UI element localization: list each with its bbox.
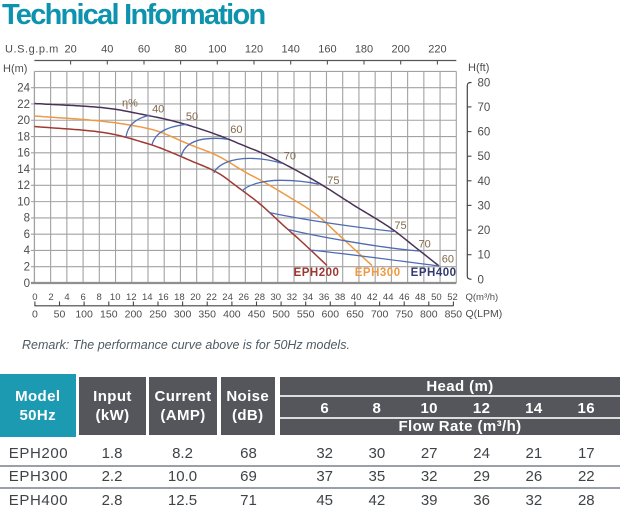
svg-text:36: 36 <box>319 292 330 303</box>
svg-text:80: 80 <box>478 77 491 89</box>
svg-text:EPH300: EPH300 <box>355 267 401 279</box>
svg-text:16: 16 <box>158 292 169 303</box>
svg-text:10: 10 <box>478 250 491 262</box>
svg-text:0: 0 <box>32 309 38 321</box>
svg-text:6: 6 <box>80 292 85 303</box>
svg-text:14: 14 <box>142 292 153 303</box>
svg-text:300: 300 <box>174 309 192 321</box>
svg-text:Q(m³/h): Q(m³/h) <box>466 292 499 303</box>
svg-text:U.S.g.p.m: U.S.g.p.m <box>5 44 59 56</box>
svg-text:2: 2 <box>48 292 53 303</box>
svg-text:550: 550 <box>297 309 315 321</box>
svg-text:H(m): H(m) <box>3 63 27 75</box>
svg-text:26: 26 <box>238 292 249 303</box>
svg-text:50: 50 <box>186 111 198 123</box>
svg-text:800: 800 <box>420 309 438 321</box>
svg-text:10: 10 <box>110 292 121 303</box>
svg-text:350: 350 <box>198 309 216 321</box>
svg-text:28: 28 <box>254 292 265 303</box>
svg-text:12: 12 <box>17 180 30 192</box>
svg-text:22: 22 <box>206 292 217 303</box>
svg-text:16: 16 <box>17 148 30 160</box>
svg-text:38: 38 <box>335 292 346 303</box>
svg-text:40: 40 <box>351 292 362 303</box>
svg-text:400: 400 <box>223 309 241 321</box>
svg-text:140: 140 <box>282 44 300 56</box>
svg-text:60: 60 <box>478 127 491 139</box>
svg-text:42: 42 <box>367 292 378 303</box>
svg-text:60: 60 <box>230 124 242 136</box>
svg-text:75: 75 <box>327 175 339 187</box>
svg-text:200: 200 <box>392 44 410 56</box>
svg-text:8: 8 <box>24 213 30 225</box>
svg-text:30: 30 <box>478 200 491 212</box>
svg-text:650: 650 <box>346 309 364 321</box>
svg-text:600: 600 <box>322 309 340 321</box>
svg-text:75: 75 <box>394 220 406 232</box>
svg-text:100: 100 <box>208 44 226 56</box>
svg-text:20: 20 <box>478 225 491 237</box>
svg-text:0: 0 <box>478 274 484 286</box>
svg-text:EPH400: EPH400 <box>411 267 457 279</box>
svg-text:850: 850 <box>445 309 463 321</box>
svg-text:24: 24 <box>222 292 233 303</box>
svg-text:18: 18 <box>174 292 185 303</box>
svg-text:η%: η% <box>122 98 138 110</box>
svg-text:32: 32 <box>287 292 298 303</box>
svg-text:14: 14 <box>17 164 30 176</box>
svg-text:48: 48 <box>415 292 426 303</box>
svg-text:Q(LPM): Q(LPM) <box>466 308 503 320</box>
svg-text:220: 220 <box>428 44 446 56</box>
svg-text:180: 180 <box>355 44 373 56</box>
svg-text:4: 4 <box>64 292 69 303</box>
svg-text:40: 40 <box>101 44 113 56</box>
svg-text:52: 52 <box>447 292 458 303</box>
svg-text:2: 2 <box>24 262 30 274</box>
svg-text:70: 70 <box>478 102 491 114</box>
svg-text:50: 50 <box>478 151 491 163</box>
svg-text:250: 250 <box>149 309 167 321</box>
svg-text:450: 450 <box>248 309 266 321</box>
svg-text:24: 24 <box>17 83 30 95</box>
svg-text:20: 20 <box>190 292 201 303</box>
svg-text:150: 150 <box>100 309 118 321</box>
svg-text:H(ft): H(ft) <box>468 62 489 74</box>
svg-text:160: 160 <box>318 44 336 56</box>
svg-text:6: 6 <box>24 229 30 241</box>
svg-text:120: 120 <box>245 44 263 56</box>
svg-text:40: 40 <box>152 104 164 116</box>
svg-text:18: 18 <box>17 131 30 143</box>
svg-text:44: 44 <box>383 292 394 303</box>
svg-text:8: 8 <box>96 292 101 303</box>
svg-text:50: 50 <box>54 309 66 321</box>
svg-text:50: 50 <box>431 292 442 303</box>
svg-text:60: 60 <box>138 44 150 56</box>
svg-text:EPH200: EPH200 <box>294 267 340 279</box>
svg-text:30: 30 <box>271 292 282 303</box>
svg-text:34: 34 <box>303 292 314 303</box>
svg-text:500: 500 <box>272 309 290 321</box>
svg-text:10: 10 <box>17 196 30 208</box>
svg-text:100: 100 <box>75 309 93 321</box>
svg-text:80: 80 <box>174 44 186 56</box>
svg-text:70: 70 <box>284 151 296 163</box>
svg-text:60: 60 <box>442 254 454 266</box>
svg-text:200: 200 <box>125 309 143 321</box>
svg-text:40: 40 <box>478 176 491 188</box>
svg-text:46: 46 <box>399 292 410 303</box>
svg-text:20: 20 <box>17 115 30 127</box>
svg-text:22: 22 <box>17 99 30 111</box>
svg-text:700: 700 <box>371 309 389 321</box>
svg-text:20: 20 <box>64 44 76 56</box>
svg-text:0: 0 <box>32 292 37 303</box>
svg-text:4: 4 <box>24 245 31 257</box>
svg-text:750: 750 <box>395 309 413 321</box>
svg-text:70: 70 <box>418 239 430 251</box>
svg-text:12: 12 <box>126 292 137 303</box>
svg-text:0: 0 <box>24 278 30 290</box>
